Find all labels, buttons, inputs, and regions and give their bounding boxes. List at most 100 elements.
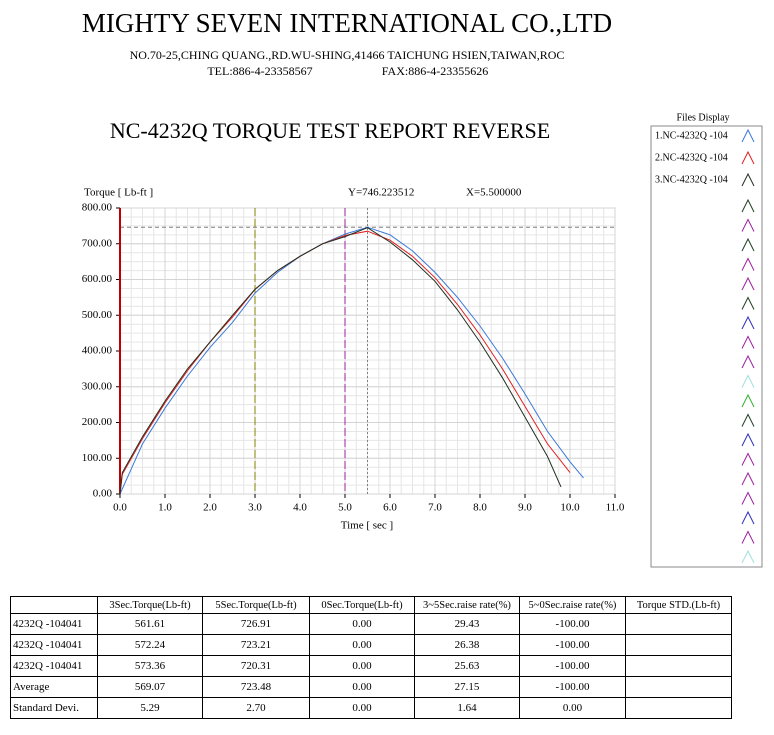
series-line — [119, 227, 562, 495]
x-tick-label: 4.0 — [293, 502, 307, 514]
legend-swatch — [741, 150, 755, 165]
legend-icon — [741, 491, 755, 505]
table-cell — [10, 596, 98, 614]
legend-entry: 1.NC-4232Q -104 — [655, 130, 728, 141]
table-cell: 4232Q -104041 — [10, 655, 98, 677]
table-cell: 26.38 — [414, 634, 520, 656]
x-tick-label: 11.0 — [606, 502, 625, 514]
x-tick-label: 10.0 — [560, 502, 580, 514]
table-cell: 0Sec.Torque(Lb-ft) — [309, 596, 415, 614]
table-cell: 5.29 — [97, 697, 203, 719]
tel: TEL:886-4-23358567 — [207, 64, 312, 78]
table-cell: 0.00 — [309, 676, 415, 698]
table-row: 4232Q -104041 573.36 720.31 0.00 25.63 -100.0… — [10, 655, 732, 677]
table-cell: -100.00 — [519, 655, 626, 677]
table-cell: 0.00 — [309, 613, 415, 635]
legend-icon — [741, 276, 755, 291]
fax: FAX:886-4-23355626 — [382, 64, 488, 78]
legend-icon — [741, 530, 755, 544]
legend-icon — [741, 257, 755, 271]
table-cell: 3~5Sec.raise rate(%) — [414, 596, 520, 614]
table-cell: 723.48 — [202, 676, 310, 698]
table-cell: 3Sec.Torque(Lb-ft) — [97, 596, 203, 614]
legend-icon — [741, 432, 755, 447]
table-row: 3Sec.Torque(Lb-ft) 5Sec.Torque(Lb-ft) 0Sec… — [10, 596, 732, 614]
table-cell — [625, 634, 732, 656]
table-cell: 723.21 — [202, 634, 310, 656]
legend-icon — [741, 549, 755, 564]
cursor-x: X=5.500000 — [466, 187, 522, 199]
table-cell: 0.00 — [519, 697, 626, 719]
company: MIGHTY SEVEN INTERNATIONAL CO.,LTD — [82, 8, 612, 38]
table-cell: 4232Q -104041 — [10, 613, 98, 635]
legend-icon — [741, 315, 755, 330]
y-tick-label: 700.00 — [82, 237, 113, 249]
y-tick-label: 600.00 — [82, 273, 113, 285]
report: MIGHTY SEVEN INTERNATIONAL CO.,LTD NO.70… — [82, 8, 763, 568]
table-cell: 569.07 — [97, 676, 203, 698]
table-row: 4232Q -104041 572.24 723.21 0.00 26.38 -100.0… — [10, 634, 732, 656]
legend-icon — [741, 218, 755, 232]
x-tick-label: 7.0 — [428, 502, 442, 514]
x-tick-label: 6.0 — [383, 502, 397, 514]
y-tick-label: 100.00 — [82, 452, 113, 464]
table-row: 4232Q -104041 561.61 726.91 0.00 29.43 -100.0… — [10, 613, 732, 635]
legend-icon — [741, 452, 755, 466]
legend-swatch — [741, 172, 755, 187]
table-cell: 2.70 — [202, 697, 310, 719]
table-cell: 573.36 — [97, 655, 203, 677]
table-cell: -100.00 — [519, 613, 626, 635]
legend-icon — [741, 374, 755, 388]
table-cell: Standard Devi. — [10, 697, 98, 719]
table-cell: 726.91 — [202, 613, 310, 635]
x-tick-label: 1.0 — [158, 502, 172, 514]
legend-entry: 3.NC-4232Q -104 — [655, 174, 728, 185]
report-title: NC-4232Q TORQUE TEST REPORT REVERSE — [110, 118, 550, 143]
table-cell: 4232Q -104041 — [10, 634, 98, 656]
table-cell: 27.15 — [414, 676, 520, 698]
table-cell: 5Sec.Torque(Lb-ft) — [202, 596, 310, 614]
legend-icon — [741, 413, 755, 427]
table-cell — [625, 655, 732, 677]
x-tick-label: 0.0 — [113, 502, 127, 514]
y-tick-label: 800.00 — [82, 202, 113, 214]
table-row: Average 569.07 723.48 0.00 27.15 -100.00 — [10, 676, 732, 698]
x-tick-label: 5.0 — [338, 502, 352, 514]
table-cell: -100.00 — [519, 676, 626, 698]
x-tick-label: 3.0 — [248, 502, 262, 514]
table-cell: 720.31 — [202, 655, 310, 677]
series-line — [119, 230, 571, 495]
x-tick-label: 9.0 — [518, 502, 532, 514]
y-tick-label: 0.00 — [93, 488, 113, 500]
y-tick-label: 300.00 — [82, 380, 113, 392]
table-cell: -100.00 — [519, 634, 626, 656]
legend-panel — [650, 125, 763, 568]
legend-icon — [741, 335, 755, 349]
address: NO.70-25,CHING QUANG.,RD.WU-SHING,41466 … — [130, 48, 565, 62]
table-cell: Average — [10, 676, 98, 698]
table-cell — [625, 613, 732, 635]
legend-swatch — [741, 128, 755, 143]
table-cell: 0.00 — [309, 697, 415, 719]
x-axis-label: Time [ sec ] — [341, 520, 393, 532]
legend-icon — [741, 237, 755, 252]
legend-icon — [741, 354, 755, 369]
table-cell — [625, 676, 732, 698]
table-cell: 0.00 — [309, 634, 415, 656]
table-cell: 25.63 — [414, 655, 520, 677]
table-cell — [625, 697, 732, 719]
table-cell: Torque STD.(Lb-ft) — [625, 596, 732, 614]
table-cell: 5~0Sec.raise rate(%) — [519, 596, 626, 614]
y-axis-label: Torque [ Lb-ft ] — [84, 187, 153, 199]
legend-icon — [741, 510, 755, 525]
legend-icon — [741, 198, 755, 213]
legend-icon — [741, 393, 755, 408]
x-tick-label: 8.0 — [473, 502, 487, 514]
legend-entry: 2.NC-4232Q -104 — [655, 152, 728, 163]
table-row: Standard Devi. 5.29 2.70 0.00 1.64 0.00 — [10, 697, 732, 719]
series-line — [119, 226, 584, 495]
legend-icon — [741, 471, 755, 486]
table-cell: 572.24 — [97, 634, 203, 656]
legend-icon — [741, 296, 755, 310]
table-cell: 29.43 — [414, 613, 520, 635]
